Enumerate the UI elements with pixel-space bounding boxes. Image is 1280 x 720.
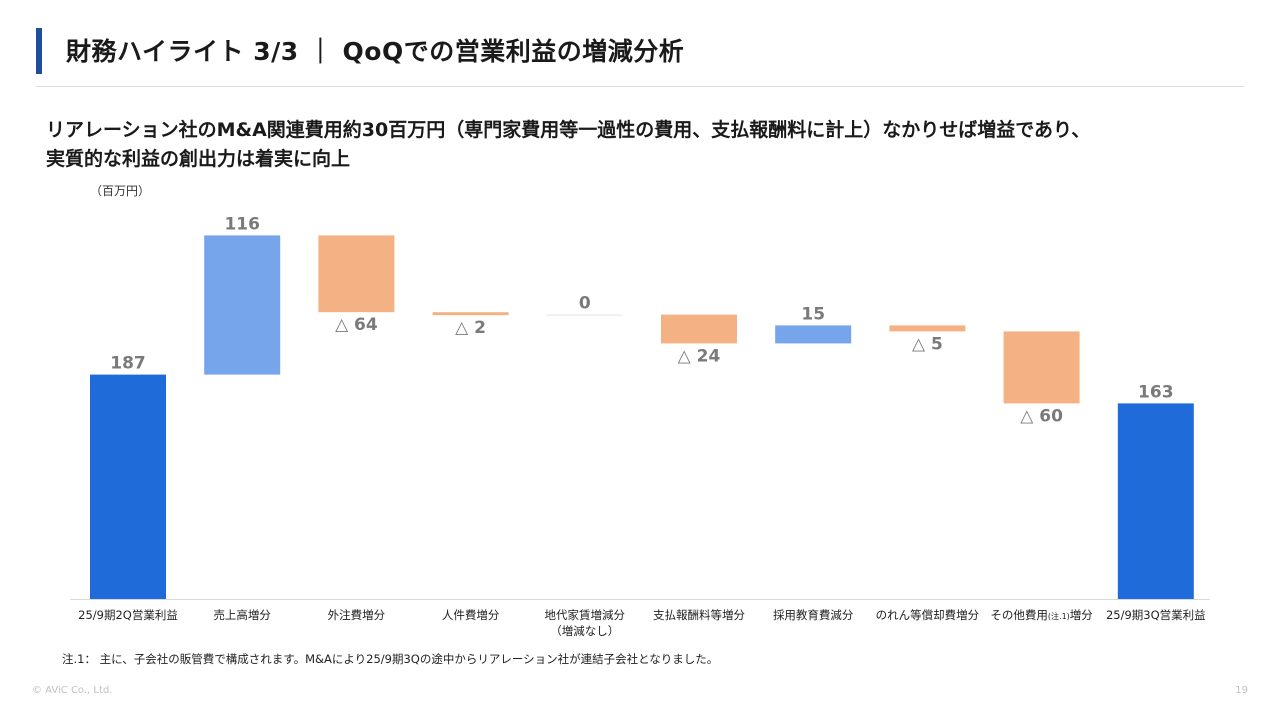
data-label-1: 116 [224, 214, 260, 234]
headline-line-1: リアレーション社のM&A関連費用約30百万円（専門家費用等一過性の費用、支払報酬… [46, 119, 1091, 141]
bar-8 [1003, 331, 1080, 404]
data-label-7: △ 5 [912, 334, 943, 354]
data-label-6: 15 [801, 304, 825, 324]
page-title: 財務ハイライト 3/3 ｜ QoQでの営業利益の増減分析 [66, 37, 685, 66]
bar-2 [318, 235, 395, 313]
bar-5 [661, 314, 737, 344]
bar-1 [204, 235, 281, 375]
category-label-4: 地代家賃増減分 [545, 608, 626, 622]
data-label-5: △ 24 [678, 346, 721, 366]
title-divider [36, 86, 1244, 87]
footnote: 注.1： 主に、子会社の販管費で構成されます。M&Aにより25/9期3Qの途中か… [62, 652, 719, 666]
bar-6 [775, 325, 852, 344]
category-label-7: のれん等償却費増分 [876, 608, 980, 622]
category-label-2: 外注費増分 [328, 608, 386, 622]
category-label-4-sub: （増減なし） [550, 624, 619, 638]
category-label-5: 支払報酬料等増分 [653, 608, 745, 622]
bar-3 [432, 312, 509, 316]
category-label-0: 25/9期2Q営業利益 [78, 608, 178, 622]
data-label-2: △ 64 [335, 315, 378, 335]
data-label-9: 163 [1138, 382, 1174, 402]
copyright: © AViC Co., Ltd. [32, 685, 113, 696]
bar-7 [889, 325, 966, 332]
unit-label: （百万円） [90, 184, 151, 198]
bar-0 [90, 374, 166, 599]
waterfall-chart: 187 25/9期2Q営業利益 116 売上高増分 △ 64 外注費増分 △ 2 人件費増分 0… [70, 214, 1210, 638]
category-label-9: 25/9期3Q営業利益 [1106, 608, 1206, 622]
category-label-1: 売上高増分 [213, 608, 271, 622]
headline-line-2: 実質的な利益の創出力は着実に向上 [46, 148, 351, 170]
data-label-0: 187 [110, 354, 146, 374]
category-label-6: 採用教育費減分 [773, 608, 854, 622]
category-label-8: その他費用(注.1)増分 [990, 608, 1093, 622]
page-number: 19 [1235, 685, 1248, 696]
data-label-3: △ 2 [455, 318, 486, 338]
data-label-8: △ 60 [1020, 406, 1063, 426]
headline: リアレーション社のM&A関連費用約30百万円（専門家費用等一過性の費用、支払報酬… [46, 116, 1246, 174]
title-accent-bar [36, 28, 42, 74]
data-label-4: 0 [579, 294, 591, 314]
category-label-3: 人件費増分 [442, 608, 500, 622]
bar-9 [1117, 403, 1194, 599]
